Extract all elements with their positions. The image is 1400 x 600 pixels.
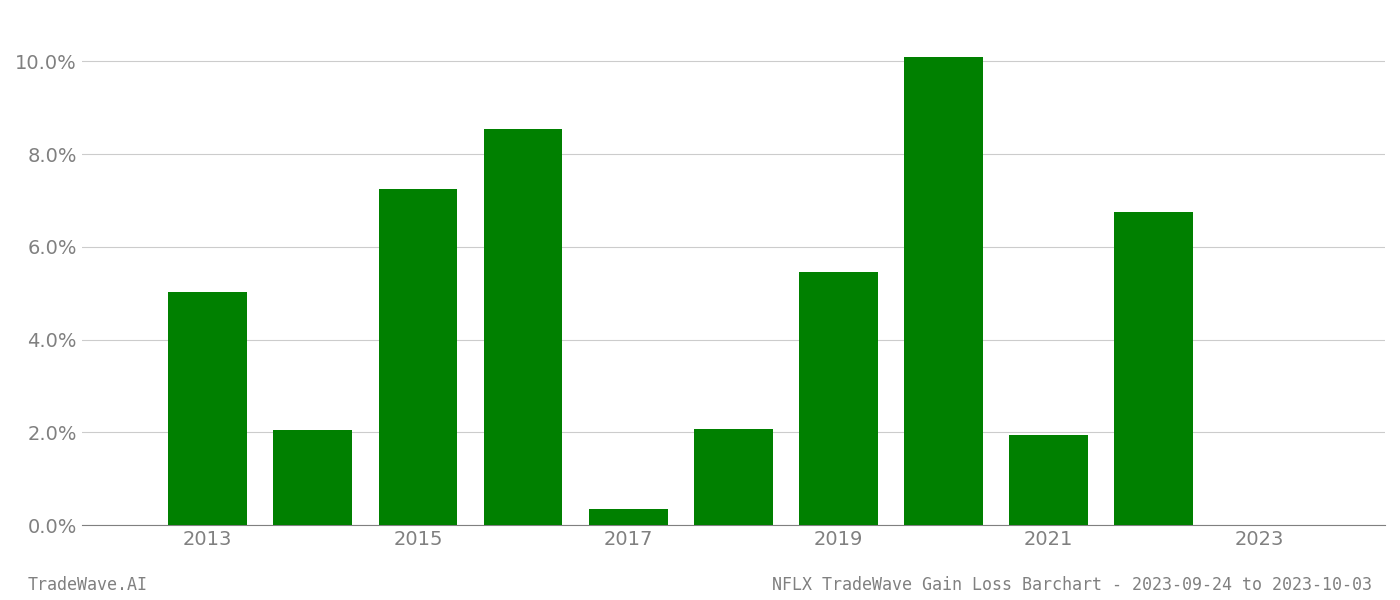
Bar — [378, 189, 458, 525]
Bar — [168, 292, 248, 525]
Bar — [799, 272, 878, 525]
Bar — [589, 509, 668, 525]
Text: TradeWave.AI: TradeWave.AI — [28, 576, 148, 594]
Text: NFLX TradeWave Gain Loss Barchart - 2023-09-24 to 2023-10-03: NFLX TradeWave Gain Loss Barchart - 2023… — [771, 576, 1372, 594]
Bar — [1114, 212, 1193, 525]
Bar — [273, 430, 353, 525]
Bar — [904, 57, 983, 525]
Bar — [694, 428, 773, 525]
Bar — [483, 128, 563, 525]
Bar — [1009, 435, 1088, 525]
